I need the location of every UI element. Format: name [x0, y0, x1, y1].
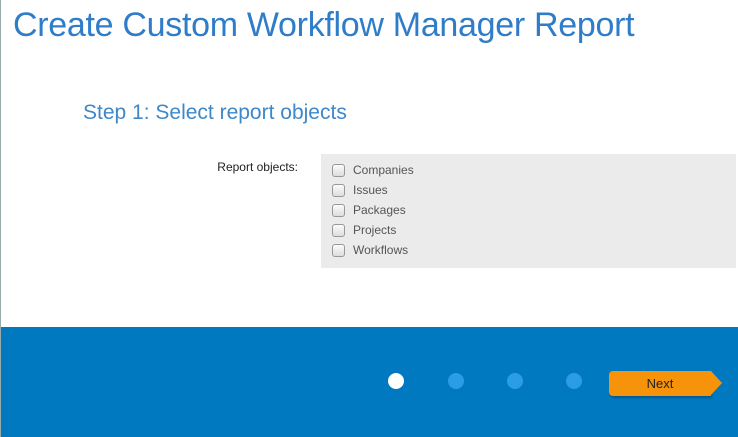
step-indicator-1[interactable] — [388, 373, 404, 389]
option-label: Workflows — [353, 243, 409, 257]
checkbox[interactable] — [332, 203, 345, 217]
option-projects[interactable]: Projects — [332, 221, 396, 239]
option-companies[interactable]: Companies — [332, 161, 414, 179]
step-indicator-2[interactable] — [448, 373, 464, 389]
option-label: Companies — [353, 163, 414, 177]
page-title: Create Custom Workflow Manager Report — [13, 6, 635, 44]
next-button[interactable]: Next — [609, 371, 722, 396]
option-label: Issues — [353, 183, 388, 197]
report-objects-list: Companies Issues Packages Projects Workf… — [321, 154, 736, 268]
step-indicator-4[interactable] — [566, 373, 582, 389]
checkbox[interactable] — [332, 223, 345, 237]
step-indicator-3[interactable] — [507, 373, 523, 389]
checkbox[interactable] — [332, 163, 345, 177]
option-label: Projects — [353, 223, 397, 237]
option-workflows[interactable]: Workflows — [332, 241, 408, 259]
checkbox[interactable] — [332, 243, 345, 257]
wizard-footer: Next — [1, 327, 738, 437]
option-label: Packages — [353, 203, 406, 217]
checkbox[interactable] — [332, 183, 345, 197]
option-packages[interactable]: Packages — [332, 201, 406, 219]
report-objects-label: Report objects: — [217, 160, 298, 174]
option-issues[interactable]: Issues — [332, 181, 388, 199]
step-title: Step 1: Select report objects — [83, 101, 347, 124]
